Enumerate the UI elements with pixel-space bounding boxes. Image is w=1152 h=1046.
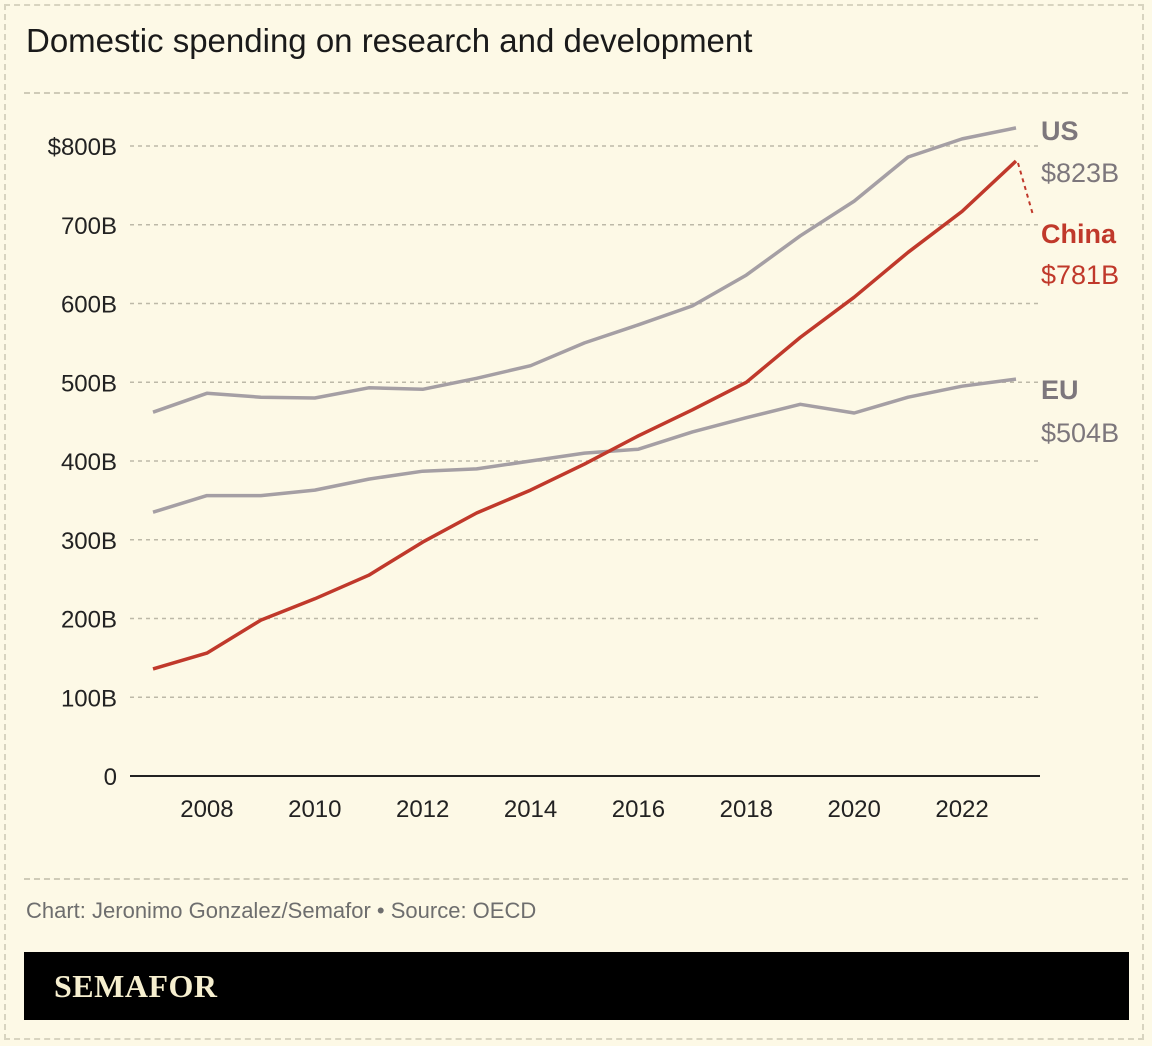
series-line-us — [152, 126, 1017, 414]
y-tick-label: 700B — [61, 213, 117, 240]
y-tick-label: 200B — [61, 607, 117, 634]
y-tick-label: 400B — [61, 449, 117, 476]
y-tick-label: 0 — [104, 764, 117, 791]
x-tick-label: 2016 — [612, 796, 665, 823]
footer-bar: SEMAFOR — [24, 952, 1129, 1020]
series-line-eu — [152, 377, 1017, 514]
x-tick-label: 2008 — [180, 796, 233, 823]
x-tick-label: 2010 — [288, 796, 341, 823]
footer-divider — [24, 878, 1128, 880]
title-divider — [24, 92, 1128, 94]
x-tick-label: 2012 — [396, 796, 449, 823]
y-tick-label: $800B — [48, 134, 117, 161]
y-tick-label: 100B — [61, 685, 117, 712]
series-label-eu: EU — [1041, 375, 1079, 405]
series-end-value-china: $781B — [1041, 260, 1119, 290]
y-tick-label: 300B — [61, 528, 117, 555]
x-tick-label: 2020 — [827, 796, 880, 823]
series-end-value-eu: $504B — [1041, 418, 1119, 448]
x-tick-label: 2022 — [935, 796, 988, 823]
x-tick-label: 2018 — [720, 796, 773, 823]
series-label-china: China — [1041, 219, 1117, 249]
semafor-logo: SEMAFOR — [54, 968, 218, 1004]
series-line-china — [152, 159, 1018, 671]
china-leader-line — [1017, 162, 1034, 216]
chart-frame — [4, 4, 1144, 1040]
series-end-value-us: $823B — [1041, 158, 1119, 188]
y-tick-label: 600B — [61, 292, 117, 319]
chart-title: Domestic spending on research and develo… — [26, 22, 753, 59]
y-tick-label: 500B — [61, 370, 117, 397]
chart-credit: Chart: Jeronimo Gonzalez/Semafor • Sourc… — [26, 898, 537, 923]
x-tick-label: 2014 — [504, 796, 557, 823]
series-label-us: US — [1041, 116, 1079, 146]
